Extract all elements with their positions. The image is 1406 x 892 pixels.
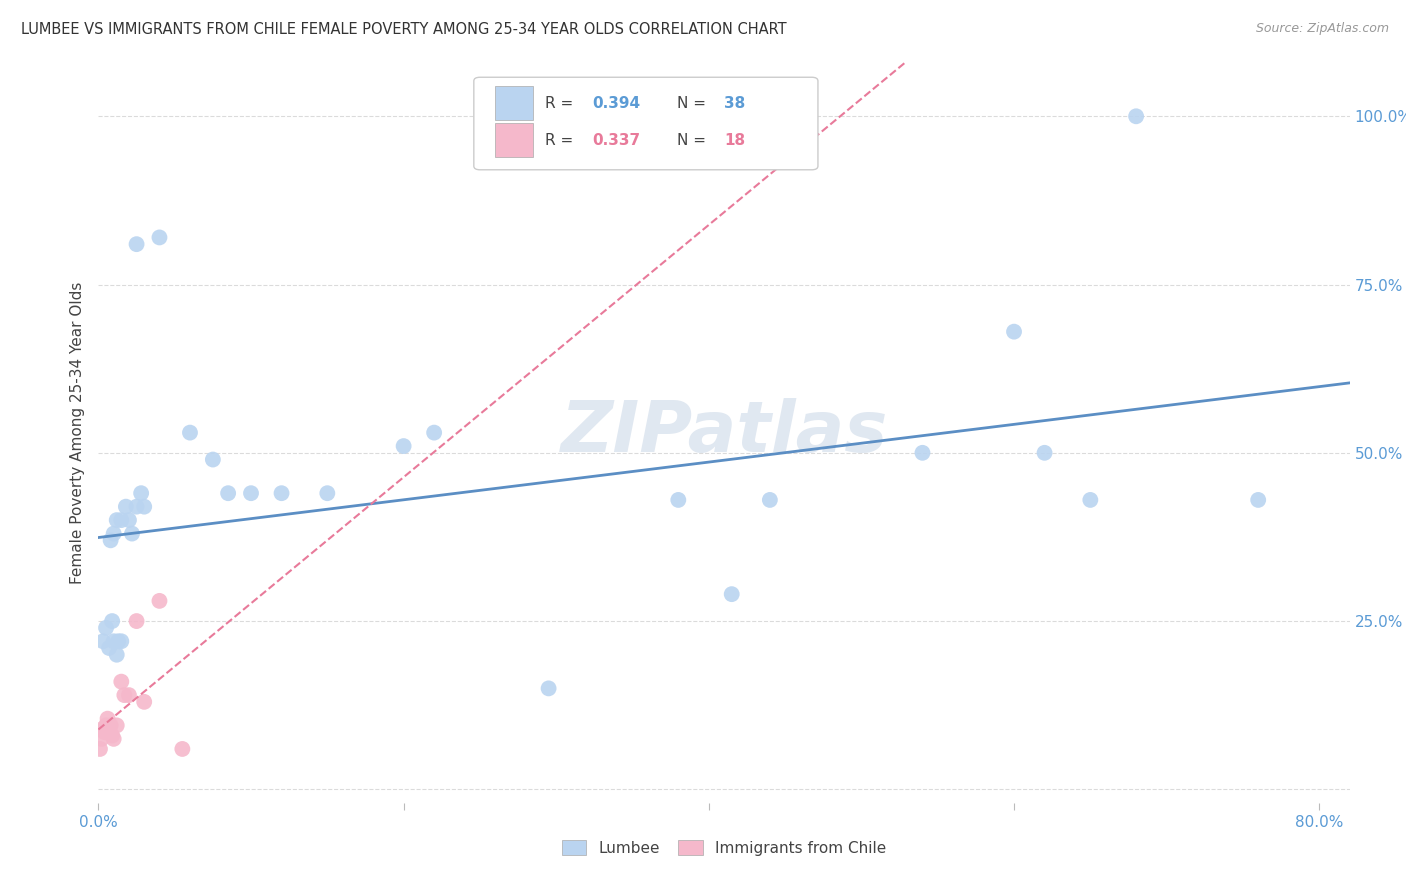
Point xyxy=(270,486,292,500)
Point xyxy=(1002,325,1025,339)
Point xyxy=(89,742,111,756)
Point xyxy=(179,425,201,440)
Point xyxy=(94,718,117,732)
Text: Source: ZipAtlas.com: Source: ZipAtlas.com xyxy=(1256,22,1389,36)
Point xyxy=(537,681,560,696)
Point xyxy=(201,452,224,467)
Point xyxy=(759,492,782,507)
Point xyxy=(105,648,128,662)
Point xyxy=(91,722,114,736)
Point xyxy=(103,526,125,541)
Point xyxy=(240,486,263,500)
Bar xyxy=(495,123,533,157)
Text: 18: 18 xyxy=(724,133,745,148)
Point xyxy=(1078,492,1101,507)
Point xyxy=(316,486,339,500)
Point xyxy=(100,718,122,732)
Point xyxy=(125,237,148,252)
Point xyxy=(91,634,114,648)
Point xyxy=(118,688,141,702)
Point xyxy=(101,729,124,743)
Point xyxy=(125,500,148,514)
Text: N =: N = xyxy=(676,133,710,148)
Point xyxy=(103,731,125,746)
Point xyxy=(118,513,141,527)
Point xyxy=(1033,446,1056,460)
Text: R =: R = xyxy=(546,133,578,148)
Point xyxy=(720,587,742,601)
Point xyxy=(103,634,125,648)
Point xyxy=(134,500,156,514)
Point xyxy=(112,688,135,702)
Text: N =: N = xyxy=(676,95,710,111)
Point xyxy=(93,725,115,739)
Point xyxy=(217,486,239,500)
Text: 38: 38 xyxy=(724,95,745,111)
Text: LUMBEE VS IMMIGRANTS FROM CHILE FEMALE POVERTY AMONG 25-34 YEAR OLDS CORRELATION: LUMBEE VS IMMIGRANTS FROM CHILE FEMALE P… xyxy=(21,22,787,37)
Bar xyxy=(495,87,533,120)
Point xyxy=(98,722,121,736)
Point xyxy=(107,634,129,648)
Point xyxy=(105,718,128,732)
Text: R =: R = xyxy=(546,95,578,111)
Point xyxy=(115,500,138,514)
Point xyxy=(666,492,689,507)
Point xyxy=(94,621,117,635)
Point xyxy=(423,425,446,440)
Point xyxy=(100,533,122,548)
Text: 0.337: 0.337 xyxy=(593,133,641,148)
Y-axis label: Female Poverty Among 25-34 Year Olds: Female Poverty Among 25-34 Year Olds xyxy=(69,282,84,583)
Point xyxy=(98,640,121,655)
Point xyxy=(1125,109,1147,123)
Text: ZIPatlas: ZIPatlas xyxy=(561,398,887,467)
Text: 0.394: 0.394 xyxy=(593,95,641,111)
Point xyxy=(101,614,124,628)
Point xyxy=(129,486,152,500)
Point xyxy=(134,695,156,709)
Point xyxy=(90,731,112,746)
Point xyxy=(105,513,128,527)
Point xyxy=(172,742,194,756)
Point xyxy=(911,446,934,460)
Point xyxy=(97,712,120,726)
Point xyxy=(148,230,170,244)
Point xyxy=(1247,492,1270,507)
Point xyxy=(121,526,143,541)
Point xyxy=(148,594,170,608)
Point xyxy=(110,513,132,527)
Point xyxy=(110,674,132,689)
Point xyxy=(392,439,415,453)
Point xyxy=(110,634,132,648)
Point xyxy=(125,614,148,628)
FancyBboxPatch shape xyxy=(474,78,818,169)
Legend: Lumbee, Immigrants from Chile: Lumbee, Immigrants from Chile xyxy=(555,834,893,862)
